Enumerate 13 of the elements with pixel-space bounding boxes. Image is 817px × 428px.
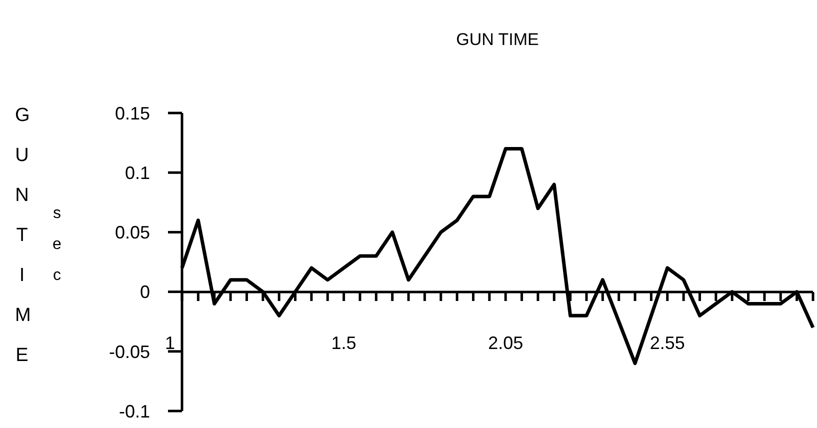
y-tick-label: -0.1 [118, 401, 150, 422]
chart-title: GUN TIME [455, 30, 540, 50]
y-tick-label: 0 [140, 282, 150, 302]
x-tick-label: 1 [164, 333, 176, 353]
y-tick-label: 0.15 [114, 103, 150, 124]
x-tick-label: 1.5 [331, 333, 356, 353]
y-tick-label: 0.1 [124, 162, 150, 183]
text: sec [52, 204, 62, 286]
y-axis-title: GUN TIME [15, 104, 31, 368]
y-tick-label: 0.05 [114, 222, 150, 243]
y-tick-label: -0.05 [108, 342, 150, 362]
x-tick-label: 2.05 [488, 333, 524, 353]
x-tick-label: 2.55 [650, 333, 685, 353]
